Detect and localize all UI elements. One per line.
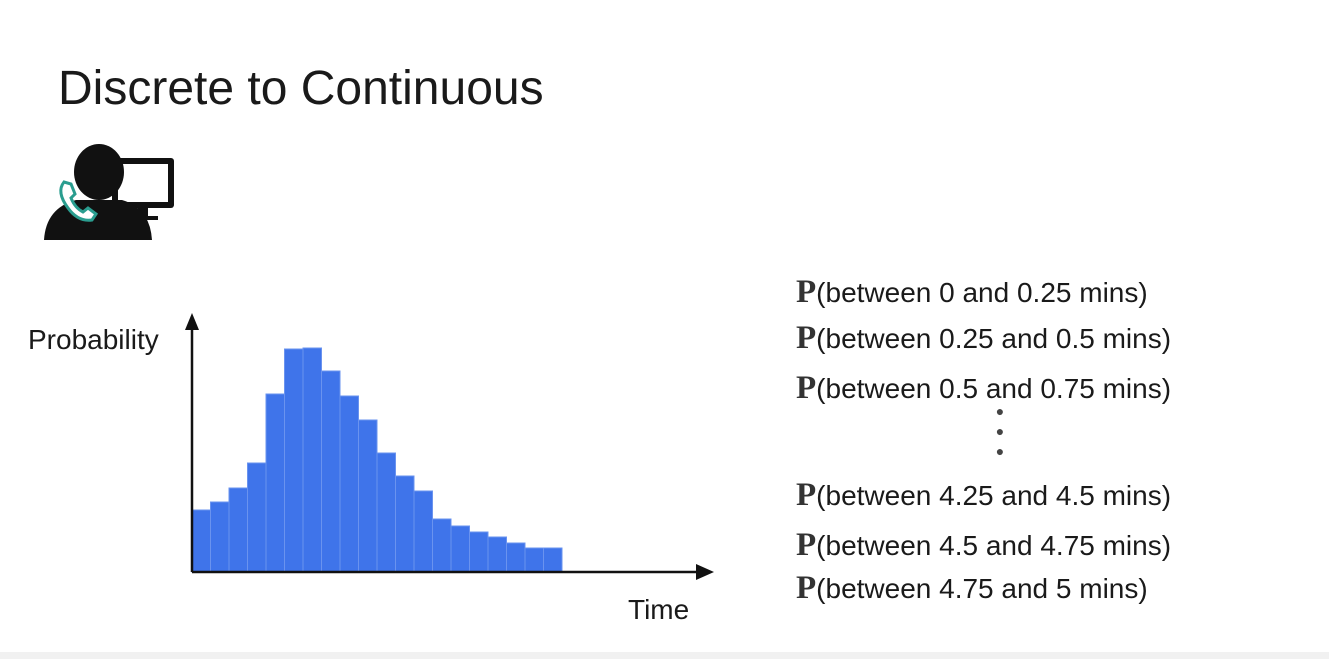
bar [228,487,248,573]
probability-row: P(between 0.5 and 0.75 mins) [796,370,1171,406]
probability-symbol: P [796,570,816,606]
agent-icon [44,144,174,240]
probability-text: (between 0.5 and 0.75 mins) [816,373,1171,404]
probability-row: P(between 4.75 and 5 mins) [796,570,1148,606]
probability-symbol: P [796,477,816,513]
x-axis-arrow [696,564,714,580]
probability-text: (between 4.5 and 4.75 mins) [816,530,1171,561]
bottom-bar [0,652,1329,659]
bar [413,490,433,573]
slide-title: Discrete to Continuous [58,62,544,115]
probability-symbol: P [796,370,816,406]
probability-text: (between 0.25 and 0.5 mins) [816,323,1171,354]
bar [469,531,489,573]
y-axis-arrow [185,313,199,330]
ellipsis-dot: ● [996,443,1004,459]
bar [191,509,211,573]
bar [210,501,230,573]
probability-symbol: P [796,274,816,310]
bar [487,536,507,573]
bar [450,525,470,573]
probability-symbol: P [796,320,816,356]
ellipsis-dot: ● [996,403,1004,419]
bar [284,348,304,573]
bar [506,542,526,573]
x-axis-label: Time [628,594,689,625]
probability-symbol: P [796,527,816,563]
bar [376,452,396,573]
bar [247,462,267,573]
probability-row: P(between 4.25 and 4.5 mins) [796,477,1171,513]
probability-row: P(between 0 and 0.25 mins) [796,274,1148,310]
probability-row: P(between 4.5 and 4.75 mins) [796,527,1171,563]
probability-text: (between 0 and 0.25 mins) [816,277,1148,308]
bar [302,347,322,573]
y-axis-label: Probability [28,324,159,355]
bar [339,395,359,573]
bar [395,475,415,573]
bar [321,370,341,573]
probability-text: (between 4.25 and 4.5 mins) [816,480,1171,511]
bar [543,547,563,573]
bar [358,419,378,573]
probability-row: P(between 0.25 and 0.5 mins) [796,320,1171,356]
bar [265,393,285,573]
probability-text: (between 4.75 and 5 mins) [816,573,1148,604]
bar [524,547,544,573]
bar [432,518,452,573]
ellipsis-dot: ● [996,423,1004,439]
